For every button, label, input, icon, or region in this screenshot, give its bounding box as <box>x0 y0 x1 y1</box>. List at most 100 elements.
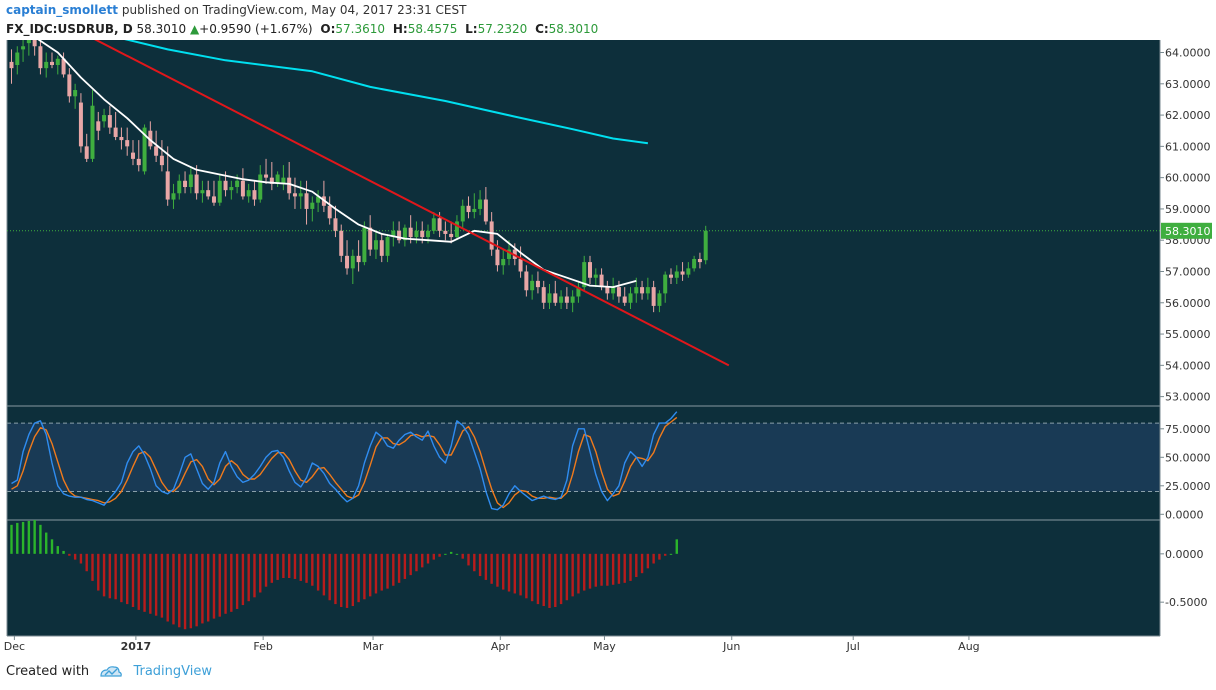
candle-body <box>96 121 101 131</box>
histogram-bar <box>623 553 626 583</box>
candle <box>188 168 193 194</box>
candle-body <box>206 190 211 197</box>
candle <box>38 40 43 75</box>
histogram-bar <box>79 553 83 564</box>
candle-body <box>44 61 49 69</box>
candle <box>547 284 552 310</box>
candle-body <box>275 174 280 184</box>
candle <box>640 280 645 300</box>
candle <box>356 240 361 272</box>
histogram-bar <box>276 553 279 580</box>
indicator-lines <box>37 40 730 367</box>
histogram-bar <box>525 553 528 599</box>
price-tick-label: 61.0000 <box>1165 140 1211 153</box>
candle <box>622 287 627 306</box>
histogram-bar <box>178 553 181 628</box>
histogram-bar <box>299 553 302 581</box>
candle-body <box>576 287 581 297</box>
candle <box>651 280 656 313</box>
candle-body <box>142 127 147 172</box>
price-tick-label: 56.0000 <box>1165 297 1211 310</box>
price-tick-label: 62.0000 <box>1165 109 1211 122</box>
candle-body <box>269 177 274 184</box>
author-link[interactable]: captain_smollett <box>6 3 119 17</box>
candle-body <box>373 240 378 250</box>
histogram-bar <box>502 553 505 590</box>
candle-body <box>55 58 60 66</box>
time-tick-label: Mar <box>363 640 384 653</box>
candle <box>84 133 89 162</box>
stochastic-range-fill <box>7 423 1160 492</box>
candle-body <box>229 187 234 191</box>
time-tick-label: May <box>593 640 616 653</box>
stochastic-tick-label: 75.0000 <box>1165 423 1211 436</box>
close-value: 58.3010 <box>548 22 599 36</box>
candle-body <box>292 193 297 197</box>
candle-body <box>264 174 269 178</box>
candle-body <box>686 268 691 275</box>
histogram-bar <box>85 553 88 572</box>
candle <box>397 221 402 244</box>
candle <box>310 196 315 222</box>
histogram-bar <box>386 553 389 589</box>
histogram-bar <box>62 550 65 554</box>
candle-body <box>67 74 72 97</box>
candle <box>680 262 685 281</box>
histogram-bar <box>455 553 459 555</box>
candle-body <box>240 180 245 197</box>
histogram-bar <box>675 539 678 554</box>
histogram-bar <box>282 553 285 578</box>
histogram-bar <box>137 553 140 610</box>
candle <box>501 249 506 275</box>
candle-body <box>107 115 112 128</box>
candle-body <box>21 46 26 50</box>
candle <box>136 140 141 172</box>
candle <box>431 212 436 234</box>
candle-body <box>454 221 459 238</box>
price-change: +0.9590 (+1.67%) <box>199 22 313 36</box>
candle <box>165 146 170 206</box>
histogram-bar <box>484 553 488 580</box>
candle-body <box>651 287 656 306</box>
histogram-bar <box>108 553 112 599</box>
candle <box>194 165 199 200</box>
tradingview-brand[interactable]: TradingView <box>133 664 212 679</box>
histogram-tick-label: 0.0000 <box>1165 548 1204 561</box>
candle <box>674 265 679 284</box>
candle-body <box>345 255 350 269</box>
candle <box>483 187 488 225</box>
candle-body <box>541 287 546 303</box>
histogram-bar <box>131 553 135 607</box>
close-label: C: <box>535 22 549 36</box>
candle-body <box>663 274 668 294</box>
symbol-line: FX_IDC:USDRUB, D 58.3010 ▲+0.9590 (+1.67… <box>6 22 598 36</box>
candle-body <box>391 230 396 238</box>
histogram-bar <box>669 553 673 555</box>
histogram-bar <box>421 553 424 568</box>
histogram-bar <box>363 553 366 600</box>
histogram-bar <box>195 553 198 627</box>
histogram-bar <box>490 553 493 584</box>
candle <box>159 140 164 172</box>
candle-body <box>524 271 529 291</box>
histogram-bar <box>530 553 534 602</box>
histogram-bar <box>380 553 383 591</box>
candle <box>258 165 263 203</box>
candle <box>524 265 529 297</box>
candle <box>264 158 269 184</box>
histogram-bar <box>218 553 221 617</box>
candle <box>530 274 535 300</box>
histogram-bar <box>583 553 586 591</box>
candle-body <box>426 230 431 238</box>
histogram-bar <box>461 553 464 559</box>
histogram-bar <box>189 553 193 629</box>
candle-body <box>171 193 176 200</box>
price-chart[interactable]: 64.0000 63.0000 62.0000 61.0000 60.0000 59.00… <box>0 40 1216 658</box>
time-axis-bg <box>7 636 1160 658</box>
stochastic-tick-label: 25.0000 <box>1165 480 1211 493</box>
candle <box>298 180 303 209</box>
candle-body <box>194 174 199 194</box>
candle-body <box>697 258 702 263</box>
histogram-bar <box>664 553 667 556</box>
candle-body <box>154 146 159 156</box>
